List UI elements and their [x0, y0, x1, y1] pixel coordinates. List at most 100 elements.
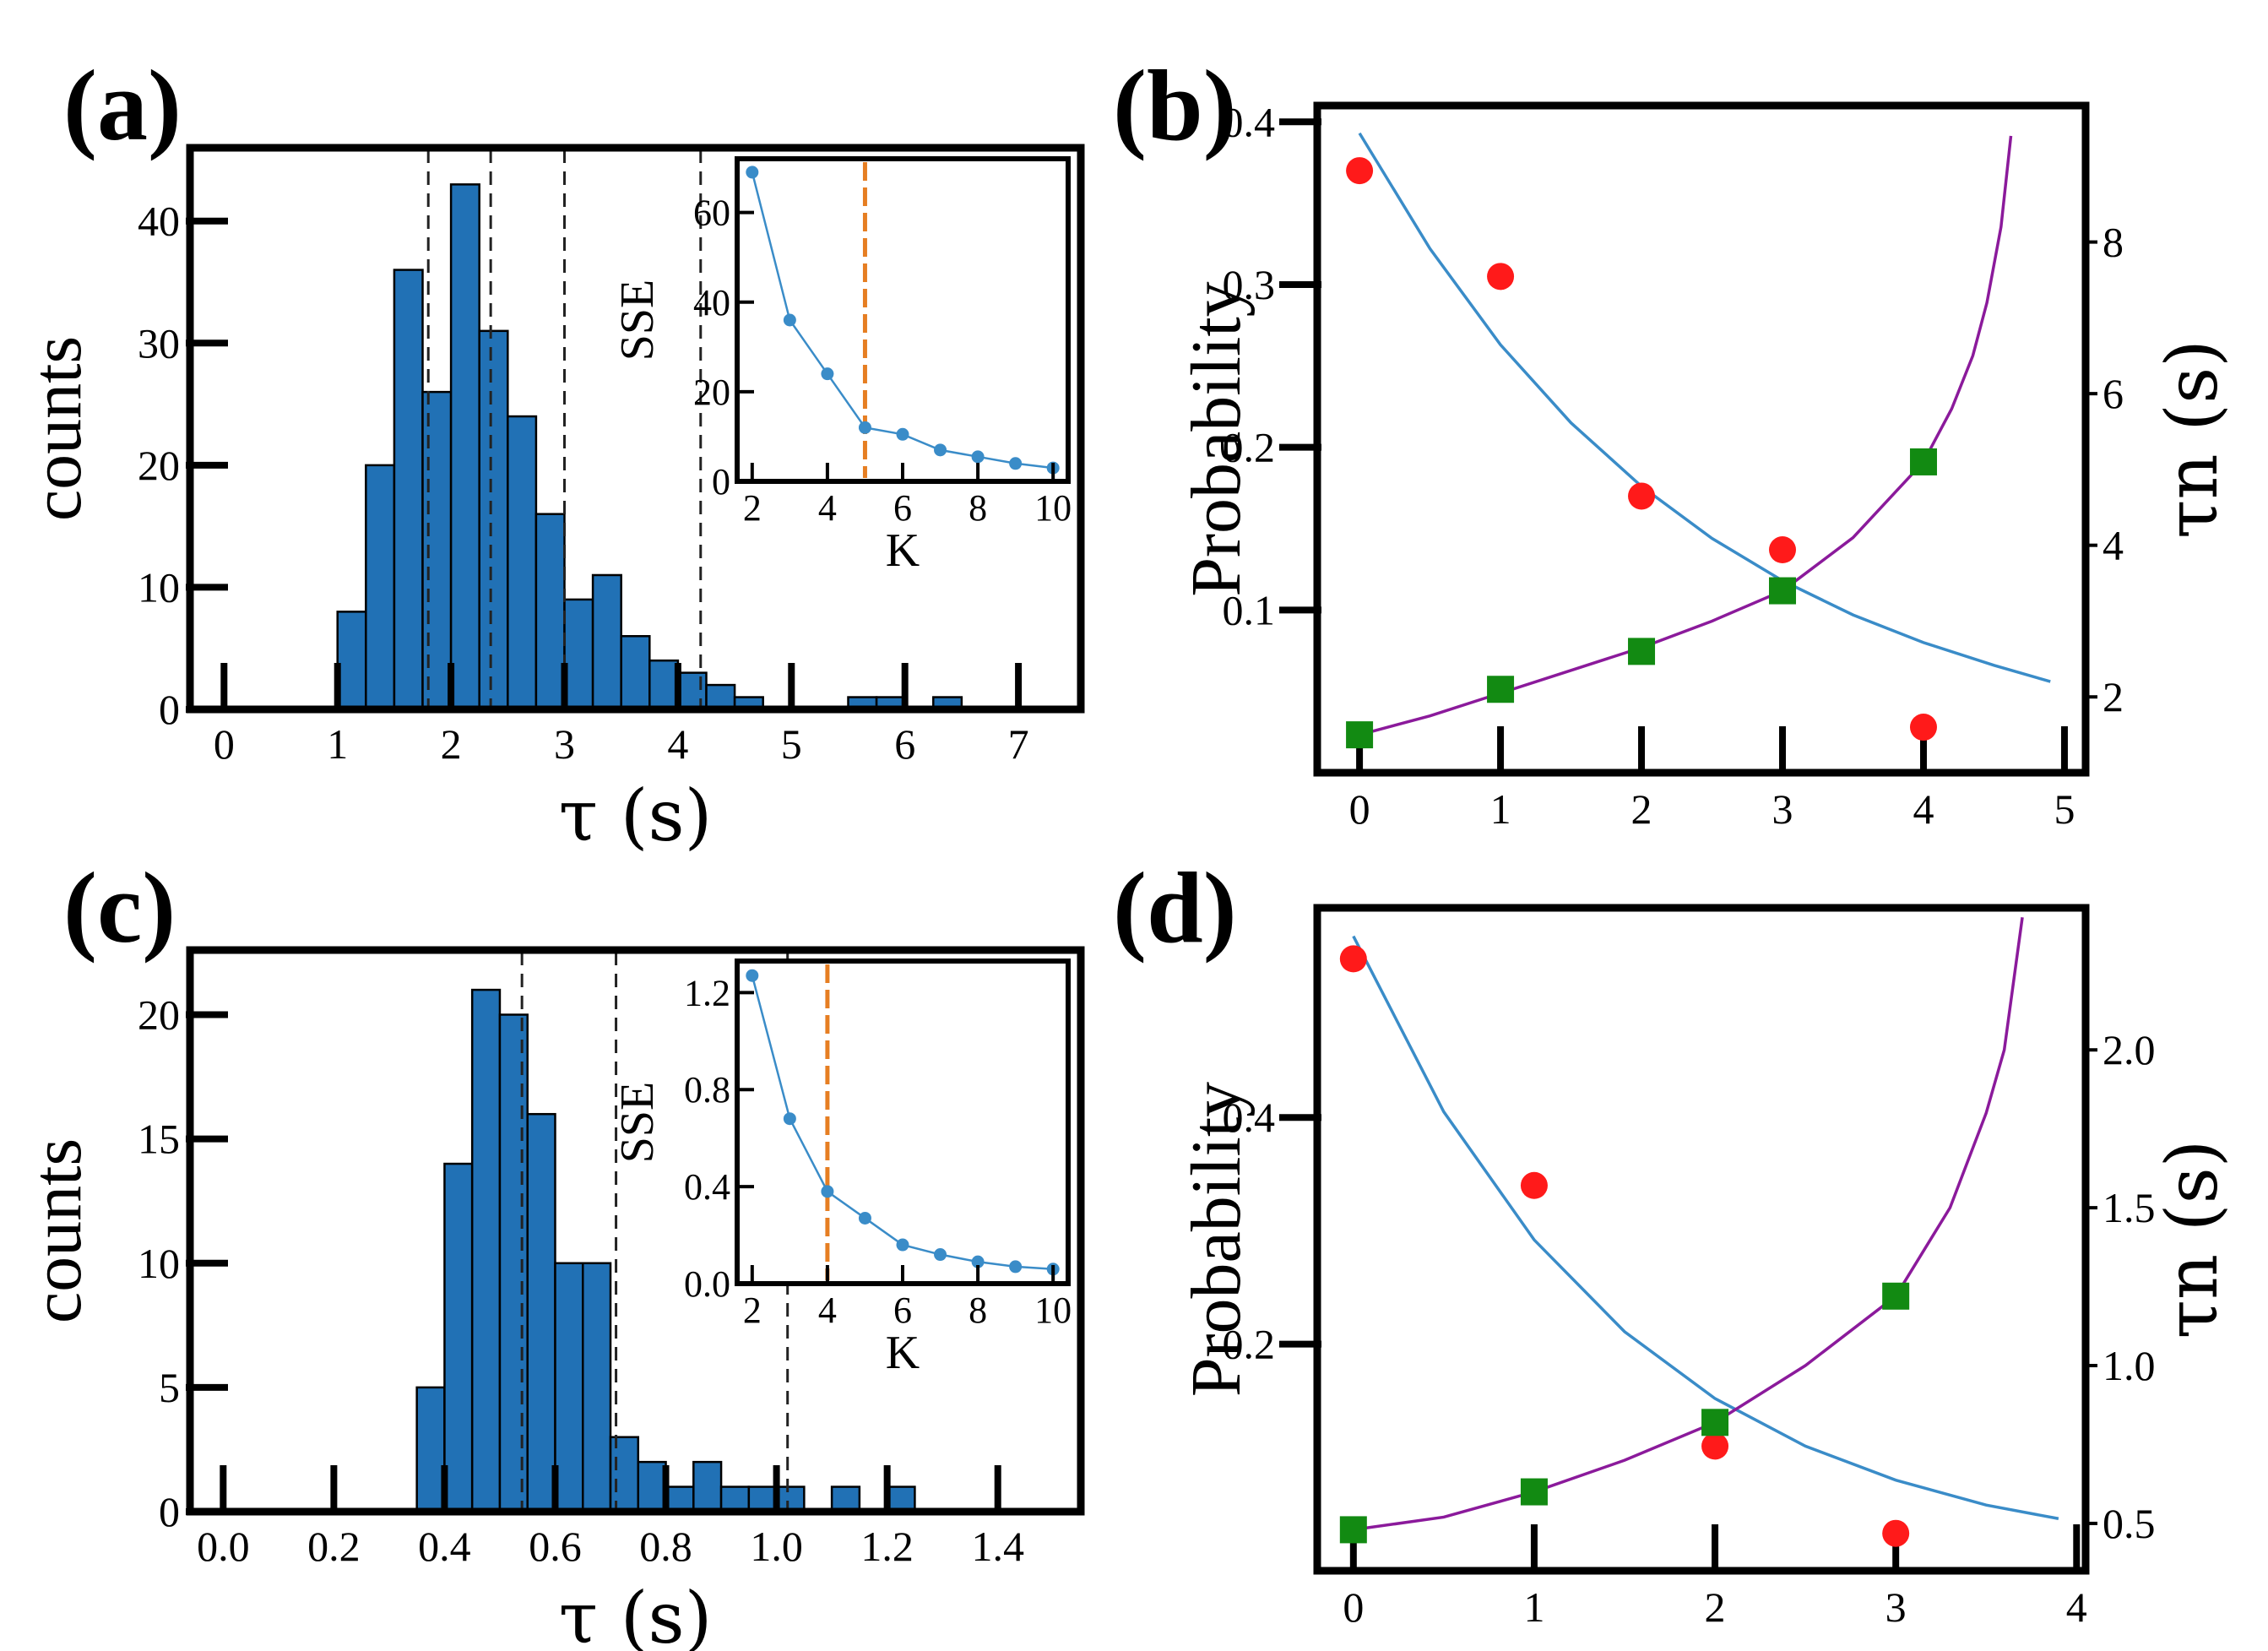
tau-n-point	[1701, 1409, 1729, 1436]
y-tick-label: 0.4	[1223, 98, 1276, 145]
inset-sse-point	[896, 1238, 909, 1252]
x-tick-label: 1.2	[860, 1523, 914, 1570]
panel-letter-c: (c)	[63, 851, 176, 964]
inset-x-tick-label: 4	[818, 1290, 837, 1331]
tau-n-point	[1339, 1516, 1367, 1544]
inset-y-tick-label: 0.8	[684, 1069, 730, 1111]
x-tick-label: 5	[781, 720, 802, 768]
histogram-bar	[443, 1162, 474, 1513]
histogram-bar	[507, 415, 538, 711]
probability-point	[1701, 1432, 1729, 1460]
inset-y-tick-label: 0.0	[684, 1263, 730, 1305]
probability-point	[1487, 263, 1515, 291]
inset-y-tick-label: 60	[693, 193, 730, 234]
x-tick-label: 1	[327, 720, 348, 768]
y-tick-label: 0	[159, 686, 180, 733]
x-axis-label: τ (s)	[559, 774, 713, 857]
probability-point	[1628, 482, 1656, 510]
histogram-bar	[609, 1436, 640, 1513]
inset-y-tick-label: 40	[693, 282, 730, 323]
x-axis-label: τ (s)	[559, 1577, 713, 1651]
inset-sse-point	[746, 969, 759, 982]
x-tick-label: 1	[1490, 785, 1511, 833]
y2-tick-label: 8	[2103, 219, 2124, 266]
plot-frame	[1313, 904, 2090, 1575]
inset-sse-point	[821, 367, 834, 381]
y-tick-label: 30	[138, 319, 180, 367]
histogram-bar	[421, 390, 453, 711]
plot-frame	[186, 946, 1085, 1516]
x-tick-label: 0.6	[529, 1523, 582, 1570]
inset-x-tick-label: 8	[969, 487, 987, 529]
histogram-bar	[692, 1460, 723, 1513]
panel-letter-b: (b)	[1113, 49, 1237, 161]
inset-x-tick-label: 6	[893, 1290, 912, 1331]
y-tick-label: 0.4	[1223, 1094, 1276, 1141]
histogram-bar	[591, 573, 622, 711]
y-axis-label: Probability	[1177, 1082, 1256, 1397]
inset-sse-point	[971, 450, 985, 464]
x-tick-label: 7	[1008, 720, 1029, 768]
y-tick-label: 40	[138, 198, 180, 245]
probability-point	[1520, 1171, 1548, 1199]
x-tick-label: 0	[1349, 785, 1370, 833]
histogram-bar	[415, 1386, 446, 1513]
y2-tick-label: 2.0	[2103, 1026, 2156, 1073]
inset-y-axis-label: SSE	[611, 1082, 664, 1164]
y-tick-label: 0.1	[1223, 586, 1276, 633]
histogram-bar	[581, 1262, 612, 1513]
y-tick-label: 0.3	[1223, 261, 1276, 308]
x-tick-label: 3	[1885, 1583, 1907, 1631]
histogram-bar	[336, 611, 367, 711]
inset-y-axis-label: SSE	[611, 280, 664, 361]
y2-axis-label: τn (s)	[2151, 339, 2233, 539]
inset-y-tick-label: 0	[712, 461, 730, 502]
inset-y-tick-label: 0.4	[684, 1166, 730, 1208]
x-tick-label: 5	[2054, 785, 2075, 833]
probability-point	[1339, 945, 1367, 973]
y2-tick-label: 2	[2103, 673, 2124, 720]
panel-b: 0 1 2 3 4 5 0.1 0.2 0.3 0.4 2 4 6 8 Probability τn (s)	[1177, 98, 2233, 833]
x-tick-label: 4	[1913, 785, 1934, 833]
inset-x-tick-label: 4	[818, 487, 837, 529]
x-tick-label: 1	[1523, 1583, 1544, 1631]
inset-x-axis-label: K	[886, 1327, 920, 1379]
x-tick-label: 6	[894, 720, 915, 768]
histogram-bar	[498, 1013, 529, 1513]
inset-y-tick-label: 1.2	[684, 972, 730, 1013]
x-tick-label: 0.2	[307, 1523, 361, 1570]
histogram-bar	[393, 269, 424, 711]
y-tick-label: 20	[138, 991, 180, 1039]
x-tick-label: 0.0	[197, 1523, 250, 1570]
histogram-bar	[470, 988, 502, 1513]
y-axis-label: Probability	[1177, 281, 1256, 596]
tau-n-point	[1346, 721, 1374, 749]
y-axis-label: counts	[18, 336, 96, 521]
inset-x-tick-label: 2	[743, 487, 762, 529]
histogram-bar	[365, 464, 396, 711]
inset-y-tick-label: 20	[693, 372, 730, 413]
inset-elbow-plot: 2 4 6 8 10 0 20 40 60 K SSE	[611, 156, 1072, 577]
probability-point	[1909, 714, 1937, 741]
y2-tick-label: 0.5	[2103, 1500, 2156, 1547]
inset-x-axis-label: K	[886, 524, 920, 577]
histogram-bar	[478, 329, 509, 711]
panel-letter-d: (d)	[1113, 851, 1237, 964]
y2-tick-label: 1.0	[2103, 1342, 2156, 1389]
inset-elbow-plot: 2 4 6 8 10 0.0 0.4 0.8 1.2 K SSE	[611, 959, 1072, 1379]
panel-letter-a: (a)	[63, 49, 182, 161]
histogram-bar	[449, 183, 480, 711]
y-tick-label: 20	[138, 442, 180, 489]
x-tick-label: 0.4	[418, 1523, 471, 1570]
inset-sse-point	[971, 1255, 985, 1268]
inset-sse-point	[1009, 1260, 1023, 1274]
y-tick-label: 10	[138, 1240, 180, 1287]
y-tick-label: 0	[159, 1488, 180, 1535]
inset-x-tick-label: 8	[969, 1290, 987, 1331]
tau-n-fit-curve	[1359, 135, 2013, 736]
y-tick-label: 0.2	[1223, 1321, 1276, 1368]
inset-x-tick-label: 10	[1034, 1290, 1072, 1331]
y-tick-label: 15	[138, 1116, 180, 1163]
plot-frame	[1313, 101, 2090, 777]
